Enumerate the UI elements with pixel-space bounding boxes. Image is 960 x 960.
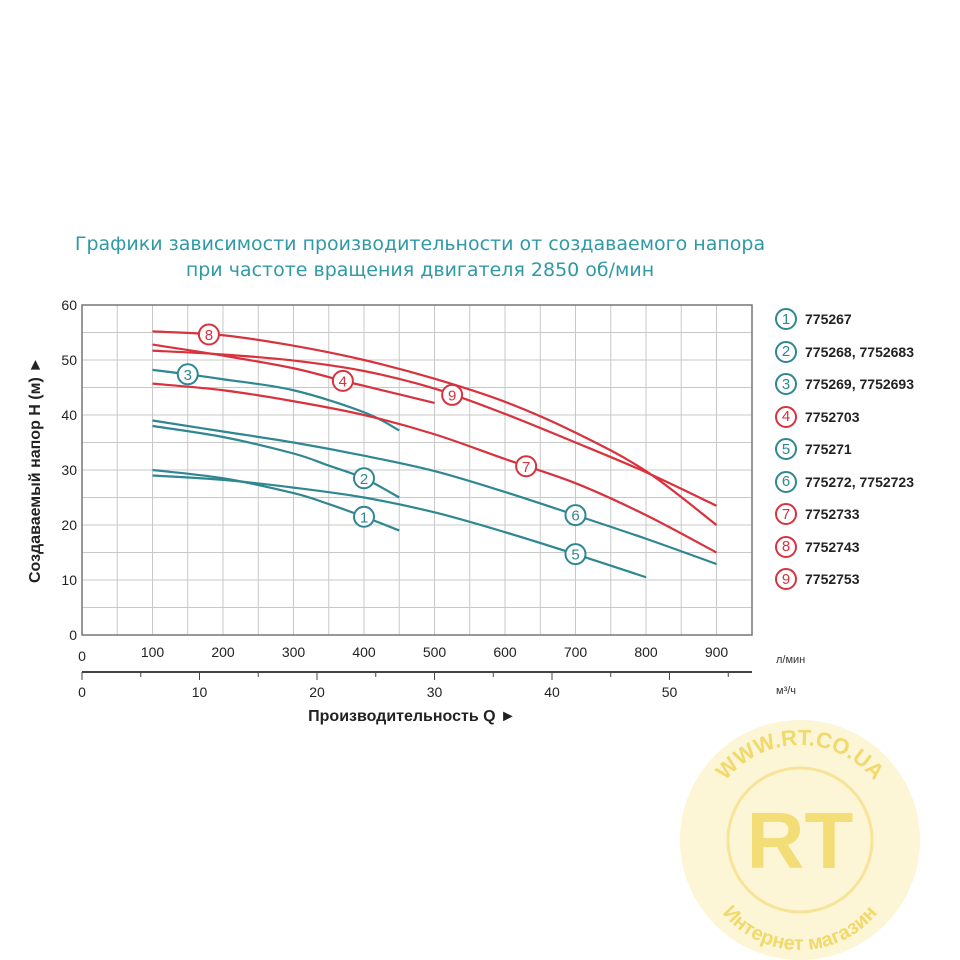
legend-item: 7 7752733 [775, 498, 914, 531]
legend-badge: 1 [775, 308, 797, 331]
legend-badge: 9 [775, 568, 797, 591]
x-unit-secondary: м³/ч [776, 685, 796, 697]
legend-label: 775272, 7752723 [805, 473, 914, 490]
watermark-inner-ring [726, 766, 874, 914]
chart-title-line-2: при частоте вращения двигателя 2850 об/м… [185, 259, 655, 281]
y-tick-label: 50 [61, 352, 77, 368]
legend-label: 7752753 [805, 571, 860, 588]
legend-label: 7752743 [805, 538, 860, 555]
legend-badge: 6 [775, 470, 797, 493]
legend-item: 8 7752743 [775, 531, 914, 564]
curve-marker-label: 2 [360, 471, 368, 488]
legend-badge: 8 [775, 535, 797, 558]
legend-label: 7752733 [805, 506, 860, 523]
curve-marker-9 [441, 383, 464, 406]
x-tick-label-secondary: 40 [544, 684, 560, 700]
legend-label: 7752703 [805, 408, 860, 425]
x-tick-label-secondary: 0 [78, 684, 86, 700]
curve-marker-8 [197, 323, 220, 346]
x-tick-label-primary: 0 [78, 648, 86, 664]
legend-badge: 2 [775, 340, 797, 363]
x-unit-primary: л/мин [776, 654, 805, 666]
y-tick-label: 20 [61, 517, 77, 533]
curve-marker-label: 5 [571, 547, 579, 564]
curve-marker-2 [353, 467, 375, 490]
x-tick-label-primary: 200 [211, 644, 235, 660]
curve-marker-label: 1 [360, 509, 368, 526]
curve-marker-label: 4 [339, 373, 347, 390]
legend-label: 775269, 7752693 [805, 376, 914, 393]
curve-marker-label: 3 [184, 367, 192, 384]
curve-marker-6 [564, 504, 587, 527]
legend-item: 6 775272, 7752723 [775, 466, 914, 499]
legend-badge: 4 [775, 405, 797, 428]
x-tick-label-secondary: 10 [192, 684, 208, 700]
x-tick-label-primary: 900 [705, 644, 729, 660]
legend-badge: 5 [775, 438, 797, 461]
x-tick-label-secondary: 20 [309, 684, 325, 700]
y-tick-label: 0 [69, 627, 77, 643]
x-tick-label-primary: 500 [423, 644, 447, 660]
legend-item: 5 775271 [775, 433, 914, 466]
curve-marker-7 [515, 455, 538, 478]
legend-badge: 7 [775, 503, 797, 526]
curve-8 [152, 330, 718, 526]
plot-frame [81, 304, 753, 636]
x-axis-label: Производительность Q ► [308, 708, 516, 725]
legend-label: 775267 [805, 311, 852, 328]
x-tick-label-primary: 800 [634, 644, 658, 660]
legend-item: 2 775268, 7752683 [775, 336, 914, 369]
curve-marker-label: 9 [448, 387, 456, 404]
curve-6 [152, 419, 717, 566]
legend-item: 1 775267 [775, 303, 914, 336]
y-tick-label: 30 [61, 462, 77, 478]
legend-badge: 3 [775, 373, 797, 396]
legend-item: 9 7752753 [775, 563, 914, 596]
x-tick-label-primary: 100 [141, 644, 165, 660]
y-axis-label: Создаваемый напор H (м) ► [27, 357, 44, 583]
watermark-outer-circle [680, 720, 920, 960]
legend-label: 775268, 7752683 [805, 343, 914, 360]
curve-marker-5 [564, 543, 587, 566]
x-tick-label-primary: 700 [564, 644, 588, 660]
curve-9 [152, 349, 717, 507]
curve-marker-label: 6 [571, 508, 579, 525]
curve-7 [152, 382, 718, 554]
curve-marker-label: 7 [522, 459, 530, 476]
y-tick-label: 40 [61, 407, 77, 423]
watermark-logo: RT [747, 796, 854, 885]
legend-label: 775271 [805, 441, 852, 458]
legend-item: 3 775269, 7752693 [775, 368, 914, 401]
curve-marker-4 [331, 369, 354, 392]
x-tick-label-primary: 400 [352, 644, 376, 660]
chart-title-line-1: Графики зависимости производительности о… [74, 233, 766, 255]
curve-marker-label: 8 [205, 327, 213, 344]
legend: 1 775267 2 775268, 7752683 3 775269, 7752693 4… [775, 303, 914, 596]
legend-item: 4 7752703 [775, 401, 914, 434]
y-tick-label: 10 [61, 572, 77, 588]
x-tick-label-primary: 600 [493, 644, 517, 660]
x-tick-label-secondary: 30 [427, 684, 443, 700]
x-tick-label-primary: 300 [282, 644, 306, 660]
y-tick-label: 60 [61, 297, 77, 313]
x-tick-label-secondary: 50 [662, 684, 678, 700]
curve-marker-3 [176, 363, 199, 386]
curve-marker-1 [353, 505, 375, 528]
